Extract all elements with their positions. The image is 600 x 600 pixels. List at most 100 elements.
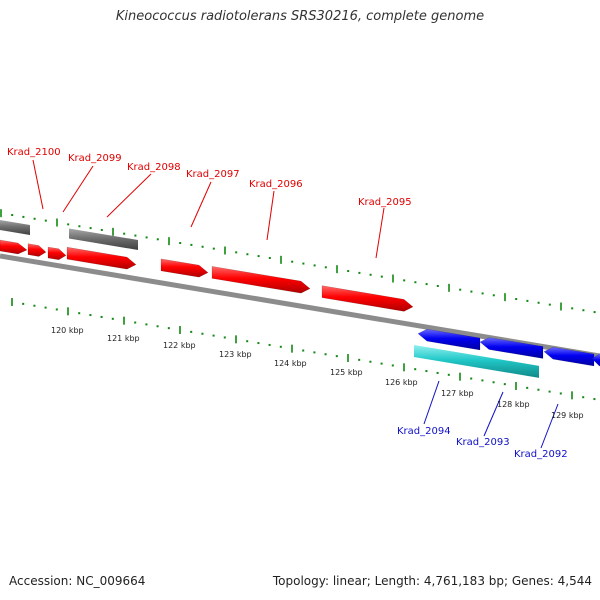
minor-tick: [268, 256, 271, 259]
gene-arrow-krad-2099: [27, 243, 47, 257]
scale-label-127: 127 kbp: [441, 389, 474, 398]
minor-tick: [369, 360, 372, 363]
gene-arrow-krad-2098: [47, 246, 67, 261]
scale-label-123: 123 kbp: [219, 350, 252, 359]
minor-tick: [134, 321, 137, 324]
minor-tick: [313, 351, 316, 354]
minor-tick: [302, 262, 305, 265]
accession-text: Accession: NC_009664: [9, 574, 146, 588]
gene-label-krad-2097[interactable]: Krad_2097: [186, 169, 240, 180]
minor-tick: [481, 292, 484, 295]
minor-tick: [425, 370, 428, 373]
gene-arrow-krad-2094: [417, 328, 481, 351]
minor-tick: [324, 266, 327, 269]
leader-line: [106, 173, 152, 218]
leader-line: [32, 159, 44, 210]
minor-tick: [526, 299, 529, 302]
lower-scale-ticks: [11, 298, 596, 401]
minor-tick: [44, 306, 47, 309]
leader-line: [375, 207, 385, 259]
minor-tick: [313, 264, 316, 267]
minor-tick: [347, 270, 350, 273]
minor-tick: [212, 247, 215, 250]
minor-tick: [593, 311, 596, 314]
minor-tick: [403, 279, 406, 282]
gene-label-krad-2095[interactable]: Krad_2095: [358, 197, 412, 208]
minor-tick: [111, 317, 114, 320]
scale-labels: 120 kbp 121 kbp 122 kbp 123 kbp 124 kbp …: [51, 326, 584, 420]
minor-tick: [100, 228, 103, 231]
gene-label-krad-2100[interactable]: Krad_2100: [7, 147, 61, 158]
minor-tick: [78, 312, 81, 315]
minor-tick: [167, 327, 170, 330]
reverse-gene-labels: Krad_2094 Krad_2093 Krad_2092: [397, 426, 568, 460]
leader-line: [483, 391, 504, 437]
minor-tick: [33, 304, 36, 307]
genome-title: Kineococcus radiotolerans SRS30216, comp…: [115, 9, 485, 24]
minor-tick: [145, 323, 148, 326]
minor-tick: [492, 381, 495, 384]
minor-tick: [436, 284, 439, 287]
minor-tick: [335, 355, 338, 358]
minor-tick: [369, 273, 372, 276]
gene-arrow-edge: [591, 353, 600, 367]
scale-label-128: 128 kbp: [497, 400, 530, 409]
gene-label-krad-2096[interactable]: Krad_2096: [249, 179, 303, 190]
minor-tick: [89, 314, 92, 317]
minor-tick: [515, 298, 518, 301]
gene-label-krad-2098[interactable]: Krad_2098: [127, 162, 181, 173]
genome-summary-text: Topology: linear; Length: 4,761,183 bp; …: [272, 574, 592, 588]
minor-tick: [179, 242, 182, 245]
minor-tick: [11, 214, 14, 217]
minor-tick: [33, 217, 36, 220]
minor-tick: [67, 223, 70, 226]
label-leader-lines: [32, 159, 559, 449]
minor-tick: [78, 225, 81, 228]
minor-tick: [358, 358, 361, 361]
minor-tick: [190, 330, 193, 333]
minor-tick: [55, 308, 58, 311]
minor-tick: [481, 379, 484, 382]
minor-tick: [470, 290, 473, 293]
minor-tick: [391, 364, 394, 367]
minor-tick: [582, 396, 585, 399]
minor-tick: [22, 215, 25, 218]
upper-scale-ticks: [0, 209, 596, 314]
minor-tick: [246, 253, 249, 256]
minor-tick: [582, 309, 585, 312]
minor-tick: [548, 390, 551, 393]
scale-label-120: 120 kbp: [51, 326, 84, 335]
leader-line: [190, 181, 212, 228]
gene-arrow-krad-2095: [321, 285, 414, 312]
minor-tick: [268, 343, 271, 346]
minor-tick: [425, 283, 428, 286]
gene-label-krad-2099[interactable]: Krad_2099: [68, 153, 122, 164]
minor-tick: [414, 368, 417, 371]
minor-tick: [436, 371, 439, 374]
minor-tick: [145, 236, 148, 239]
gene-krad-2099-other: [69, 228, 138, 250]
minor-tick: [212, 334, 215, 337]
gene-arrows: [0, 220, 600, 378]
gene-label-krad-2093[interactable]: Krad_2093: [456, 437, 510, 448]
scale-label-126: 126 kbp: [385, 378, 418, 387]
minor-tick: [257, 255, 260, 258]
minor-tick: [279, 345, 282, 348]
minor-tick: [526, 386, 529, 389]
gene-label-krad-2092[interactable]: Krad_2092: [514, 449, 568, 460]
minor-tick: [414, 281, 417, 284]
minor-tick: [100, 315, 103, 318]
gene-arrow-krad-2096-a: [160, 258, 209, 278]
minor-tick: [246, 340, 249, 343]
leader-line: [62, 165, 94, 213]
gene-label-krad-2094[interactable]: Krad_2094: [397, 426, 451, 437]
minor-tick: [324, 353, 327, 356]
minor-tick: [302, 349, 305, 352]
minor-tick: [190, 243, 193, 246]
leader-line: [266, 190, 275, 241]
minor-tick: [358, 271, 361, 274]
gene-krad-2093-highlight: [414, 345, 539, 378]
scale-label-124: 124 kbp: [274, 359, 307, 368]
minor-tick: [134, 234, 137, 237]
